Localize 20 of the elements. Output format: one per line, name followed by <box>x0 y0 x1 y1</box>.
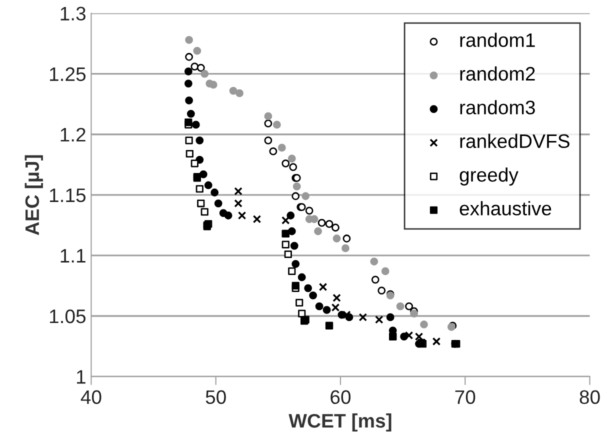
legend-label: random3 <box>460 100 535 114</box>
y-tick-label: 1.2 <box>60 128 86 142</box>
legend-label: rankedDVFS <box>460 134 570 148</box>
legend-label: greedy <box>460 167 518 186</box>
x-axis-title: WCET [ms] <box>288 413 392 432</box>
legend-label: exhaustive <box>460 201 552 216</box>
y-tick-label: 1.15 <box>50 188 86 202</box>
x-tick-label: 60 <box>330 390 351 404</box>
y-axis-title: AEC [µJ] <box>24 155 43 236</box>
x-tick-label: 70 <box>455 390 476 404</box>
x-tick-label: 80 <box>580 390 600 404</box>
y-tick-label: 1.1 <box>60 249 86 263</box>
x-tick-label: 50 <box>206 390 226 404</box>
y-tick-label: 1.05 <box>50 309 86 324</box>
legend-label: random1 <box>460 32 535 48</box>
y-tick-label: 1.3 <box>60 6 86 21</box>
legend-label: random2 <box>460 66 535 81</box>
y-tick-label: 1.25 <box>50 67 86 82</box>
y-tick-label: 1 <box>77 370 86 384</box>
x-tick-label: 40 <box>80 390 102 404</box>
